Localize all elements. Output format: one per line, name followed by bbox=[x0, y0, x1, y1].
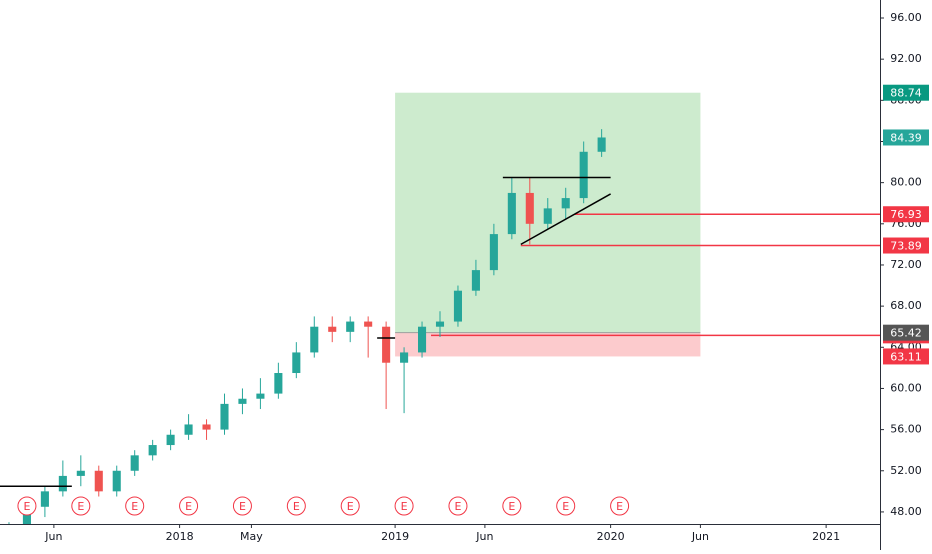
earnings-label: E bbox=[23, 500, 30, 513]
loss-zone bbox=[395, 332, 701, 357]
candle-body bbox=[256, 393, 265, 399]
candle-body bbox=[525, 192, 534, 224]
x-tick-label: 2019 bbox=[381, 530, 409, 543]
candle-body bbox=[400, 352, 409, 363]
trend-line bbox=[520, 193, 611, 246]
candle-body bbox=[489, 234, 498, 271]
candle-body bbox=[597, 137, 606, 152]
x-tick-label: 2018 bbox=[166, 530, 194, 543]
earnings-label: E bbox=[77, 500, 84, 513]
earnings-label: E bbox=[239, 500, 246, 513]
candle-body bbox=[40, 491, 49, 507]
price-tag-label: 84.39 bbox=[890, 131, 922, 144]
candle-body bbox=[76, 470, 85, 476]
candle-body bbox=[561, 198, 570, 209]
candle-body bbox=[94, 470, 103, 492]
x-tick-label: May bbox=[240, 530, 263, 543]
price-tag-label: 65.42 bbox=[890, 327, 922, 340]
earnings-marker bbox=[556, 496, 576, 516]
earnings-marker bbox=[17, 496, 37, 516]
y-tick-label: 56.00 bbox=[890, 423, 922, 436]
price-tag-label: 76.93 bbox=[890, 208, 922, 221]
earnings-marker bbox=[448, 496, 468, 516]
candle-body bbox=[184, 424, 193, 435]
candle-body bbox=[112, 470, 121, 492]
y-tick-label: 80.00 bbox=[890, 176, 922, 189]
earnings-marker bbox=[286, 496, 306, 516]
price-tag bbox=[883, 324, 929, 341]
candle-body bbox=[292, 352, 301, 374]
price-tag bbox=[883, 237, 929, 254]
candle-body bbox=[202, 424, 211, 430]
candle-body bbox=[418, 326, 427, 353]
x-tick-label: 2021 bbox=[812, 530, 840, 543]
price-tag-label: 73.89 bbox=[890, 240, 922, 253]
candle-body bbox=[543, 208, 552, 224]
candle-body bbox=[22, 506, 31, 528]
earnings-marker bbox=[394, 496, 414, 516]
y-tick-label: 92.00 bbox=[890, 52, 922, 65]
earnings-label: E bbox=[185, 500, 192, 513]
price-tag bbox=[883, 348, 929, 365]
candle-body bbox=[148, 445, 157, 456]
y-tick-label: 60.00 bbox=[890, 381, 922, 394]
earnings-marker bbox=[125, 496, 145, 516]
candle-body bbox=[579, 151, 588, 199]
candle-body bbox=[364, 321, 373, 327]
y-tick-label: 52.00 bbox=[890, 464, 922, 477]
price-tag bbox=[883, 84, 929, 101]
x-tick-label: 2020 bbox=[597, 530, 625, 543]
candle-body bbox=[310, 326, 319, 353]
earnings-label: E bbox=[508, 500, 515, 513]
y-tick-label: 96.00 bbox=[890, 11, 922, 24]
x-tick-label: Jun bbox=[691, 530, 709, 543]
candle-body bbox=[58, 475, 67, 492]
price-tag-label: 63.11 bbox=[890, 350, 922, 363]
y-tick-label: 48.00 bbox=[890, 505, 922, 518]
time-axis-bg bbox=[0, 524, 880, 550]
earnings-marker bbox=[232, 496, 252, 516]
candle-body bbox=[220, 403, 229, 430]
candle-body bbox=[435, 321, 445, 327]
price-tag bbox=[883, 129, 929, 146]
y-tick-label: 68.00 bbox=[890, 299, 922, 312]
price-tag-label: 88.74 bbox=[890, 87, 922, 100]
candle-body bbox=[238, 398, 247, 404]
earnings-marker bbox=[179, 496, 199, 516]
candle-body bbox=[382, 326, 391, 363]
candle-body bbox=[274, 373, 283, 394]
candle-body bbox=[328, 326, 337, 332]
earnings-label: E bbox=[562, 500, 569, 513]
earnings-marker bbox=[71, 496, 91, 516]
price-tag bbox=[883, 206, 929, 223]
earnings-marker bbox=[610, 496, 630, 516]
candle-body bbox=[346, 321, 355, 332]
earnings-marker bbox=[340, 496, 360, 516]
candle-body bbox=[130, 455, 139, 471]
candle-body bbox=[471, 270, 480, 291]
x-tick-label: Jun bbox=[475, 530, 493, 543]
x-tick-label: Jun bbox=[44, 530, 62, 543]
candle-body bbox=[166, 434, 175, 446]
earnings-label: E bbox=[454, 500, 461, 513]
candle-body bbox=[453, 290, 462, 322]
candle-body bbox=[507, 192, 516, 235]
earnings-label: E bbox=[131, 500, 138, 513]
y-tick-label: 72.00 bbox=[890, 258, 922, 271]
earnings-marker bbox=[502, 496, 522, 516]
earnings-label: E bbox=[401, 500, 408, 513]
earnings-label: E bbox=[293, 500, 300, 513]
earnings-label: E bbox=[347, 500, 354, 513]
earnings-label: E bbox=[616, 500, 623, 513]
